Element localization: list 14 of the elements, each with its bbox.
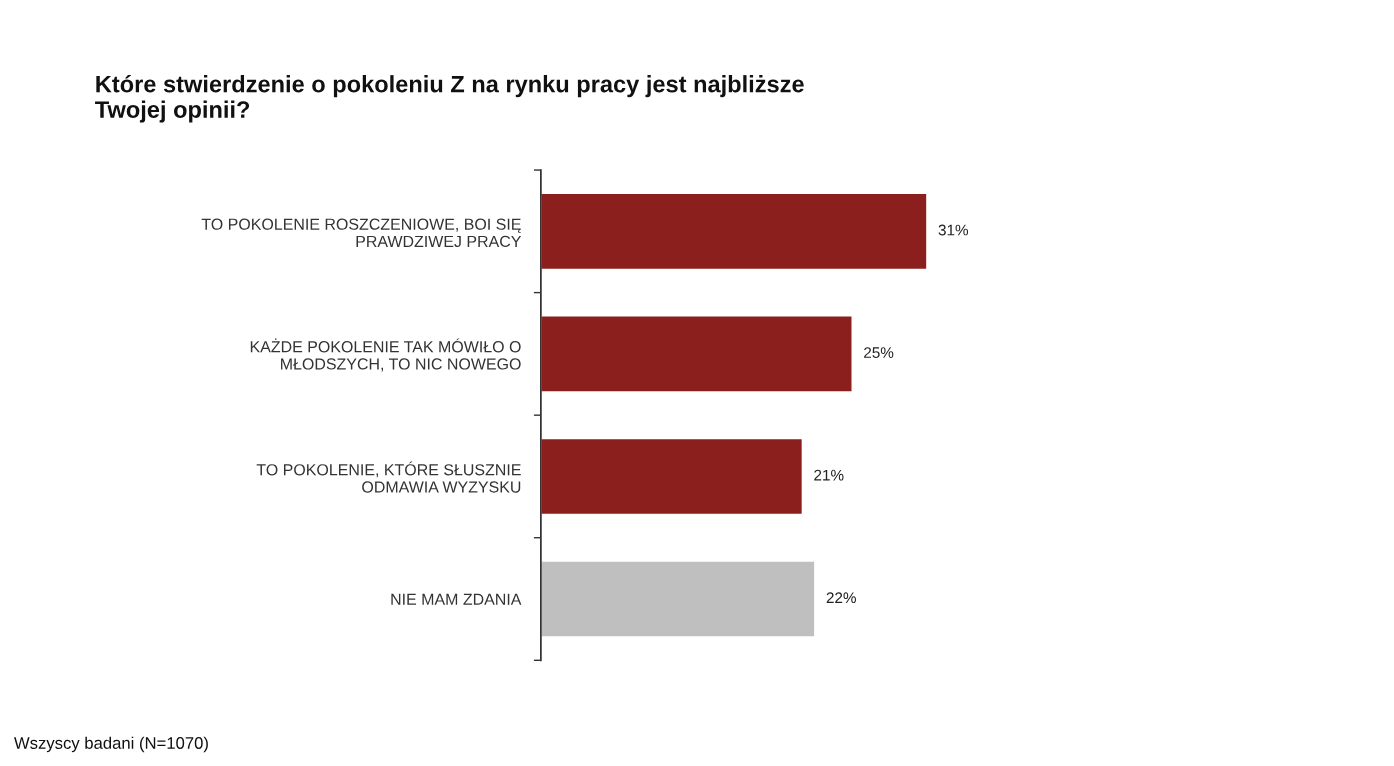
bar bbox=[540, 560, 816, 638]
bar bbox=[540, 315, 853, 393]
bar bbox=[540, 437, 804, 516]
y-tick-label: KAŻDE POKOLENIE TAK MÓWIŁO O MŁODSZYCH, TO NIC NOWEGO bbox=[250, 338, 521, 372]
y-tick-label: NIE MAM ZDANIA bbox=[391, 593, 522, 605]
y-tick-label: TO POKOLENIE ROSZCZENIOWE, BOI SIĘ PRAWDZIWEJ PRACY bbox=[201, 218, 522, 248]
data-label: 31% bbox=[938, 224, 969, 236]
text: Wszyscy badani (N=1070) bbox=[14, 736, 208, 753]
chart-title: Które stwierdzenie o pokoleniu Z na rynku pracy jest najbliższe Twojej opinii? bbox=[95, 74, 804, 123]
y-tick-label: TO POKOLENIE, KTÓRE SŁUSZNIE ODMAWIA WYZYSKU bbox=[256, 461, 521, 493]
data-label: 22% bbox=[826, 592, 856, 604]
data-label: 21% bbox=[814, 469, 844, 481]
bar bbox=[540, 192, 928, 271]
data-label: 25% bbox=[864, 347, 894, 358]
